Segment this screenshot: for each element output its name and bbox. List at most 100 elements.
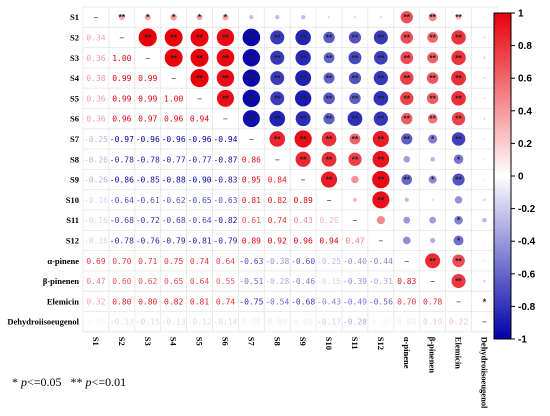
- corr-value: 0.96: [164, 115, 183, 124]
- column-label: α-pinene: [402, 337, 412, 369]
- sig-mark: **: [403, 73, 410, 83]
- colorbar-tick-label: -0.4: [518, 237, 536, 248]
- column-label: S11: [350, 337, 360, 350]
- corr-circle: [269, 90, 285, 106]
- sig-mark: **: [326, 73, 333, 83]
- corr-value: -0.60: [291, 257, 315, 266]
- corr-circle: [400, 112, 414, 125]
- corr-value: 0.99: [138, 74, 157, 83]
- sig-mark: **: [352, 134, 359, 144]
- sig-mark: **: [429, 32, 436, 42]
- sig-mark: **: [144, 32, 151, 42]
- corr-circle: [482, 55, 487, 60]
- corr-value: -0.38: [265, 257, 289, 266]
- corr-value: 1.00: [164, 94, 183, 103]
- column-label: S5: [195, 337, 205, 346]
- corr-value: -0.14: [213, 318, 237, 327]
- sig-mark: **: [352, 93, 359, 103]
- corr-value: 0.64: [216, 257, 235, 266]
- corr-value: 0.71: [138, 257, 157, 266]
- corr-circle: [189, 27, 210, 48]
- corr-circle: [371, 170, 391, 189]
- sig-mark: **: [429, 73, 436, 83]
- sig-mark: **: [222, 32, 229, 42]
- corr-value: 0.22: [449, 318, 468, 327]
- corr-circle: [294, 49, 312, 67]
- corr-circle: [195, 13, 204, 21]
- corr-value: 0.36: [86, 54, 105, 63]
- colorbar-gradient: [493, 12, 512, 340]
- corr-value: -0.63: [213, 196, 237, 205]
- sig-mark: *: [457, 215, 461, 225]
- corr-circle: [427, 12, 438, 22]
- corr-circle: [379, 15, 383, 19]
- corr-circle: [429, 237, 436, 244]
- corr-circle: [241, 28, 261, 47]
- corr-value: -0.15: [317, 277, 341, 286]
- corr-circle: [372, 90, 389, 107]
- corr-circle: [426, 92, 439, 105]
- corr-value: 0.94: [319, 236, 338, 245]
- corr-circle: [455, 13, 462, 21]
- corr-value: -0.13: [162, 318, 186, 327]
- corr-value: 0.80: [112, 297, 131, 306]
- corr-circle: [268, 130, 286, 148]
- corr-circle: [216, 48, 235, 68]
- sig-mark: **: [455, 256, 462, 266]
- sig-mark: **: [248, 73, 255, 83]
- sig-mark: **: [378, 154, 385, 164]
- corr-circle: [347, 151, 363, 167]
- corr-value: 0.86: [242, 155, 261, 164]
- corr-value: 0.89: [242, 236, 261, 245]
- sig-mark: **: [429, 12, 436, 22]
- column-label: S1: [91, 337, 101, 346]
- sig-mark: **: [300, 93, 307, 103]
- row-label: S8: [70, 154, 79, 164]
- row-label: S6: [70, 114, 79, 124]
- sig-mark: **: [248, 114, 255, 124]
- corr-value: -0.25: [317, 257, 341, 266]
- corr-circle: [371, 190, 390, 209]
- corr-value: 0.43: [294, 216, 313, 225]
- corr-value: 0.34: [86, 33, 105, 42]
- sig-mark: **: [119, 12, 126, 22]
- corr-value: -0.62: [162, 196, 186, 205]
- corr-value: -0.88: [162, 176, 186, 185]
- row-label: S12: [66, 235, 79, 245]
- corr-value: 0.92: [268, 236, 287, 245]
- corr-circle: [293, 129, 313, 149]
- sig-mark: **: [403, 32, 410, 42]
- corr-circle: [294, 29, 312, 46]
- corr-value: -0.86: [110, 176, 134, 185]
- corr-circle: [428, 216, 437, 225]
- sig-mark: **: [300, 154, 307, 164]
- corr-value: -0.39: [343, 277, 367, 286]
- corr-circle: [295, 110, 312, 127]
- sig-mark: **: [170, 53, 177, 63]
- corr-value: 0.95: [242, 176, 261, 185]
- corr-circle: [482, 35, 487, 40]
- sig-mark: **: [248, 32, 255, 42]
- corr-circle: [450, 70, 467, 87]
- corr-circle: [138, 27, 158, 48]
- sig-mark: *: [457, 235, 461, 245]
- row-label: Dehydroiisoeugenol: [7, 317, 79, 327]
- row-label: β-pinenen: [43, 276, 79, 286]
- corr-circle: [144, 13, 152, 21]
- sig-mark: *: [198, 12, 202, 22]
- corr-value: -0.16: [84, 196, 108, 205]
- colorbar-ticks: 1 0.8 0.6 0.4 0.2 0 -0.2 -0.4 -0.6 -0.8 -1: [511, 9, 536, 346]
- corr-circle: [216, 28, 235, 47]
- corr-value: 0.99: [138, 94, 157, 103]
- corr-circle: [242, 48, 261, 68]
- sig-mark: **: [455, 134, 462, 144]
- diagonal-mark: −: [119, 33, 124, 42]
- corr-circle: [400, 173, 413, 186]
- corr-circle: [372, 130, 390, 148]
- corr-circle: [426, 31, 439, 44]
- corr-value: -0.12: [188, 318, 212, 327]
- sig-mark: *: [146, 12, 150, 22]
- corr-value: 0.75: [164, 257, 183, 266]
- diagonal-mark: −: [197, 94, 202, 103]
- sig-mark: **: [222, 73, 229, 83]
